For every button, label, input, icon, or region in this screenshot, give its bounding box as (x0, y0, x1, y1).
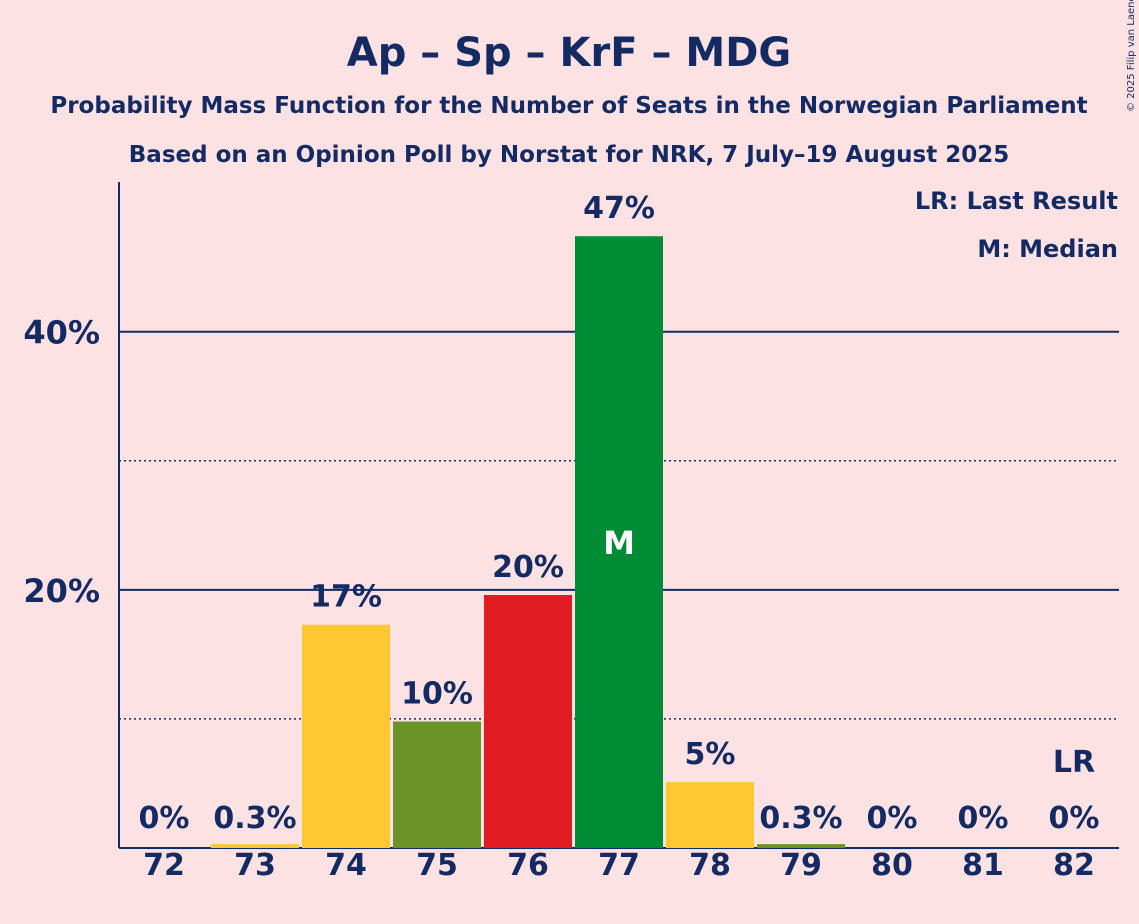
x-tick-label: 74 (325, 848, 367, 883)
x-tick-label: 79 (780, 848, 822, 883)
data-label: 0% (958, 801, 1009, 836)
bar (211, 844, 299, 848)
last-result-marker: LR (1053, 745, 1095, 780)
data-label: 0.3% (759, 801, 842, 836)
x-tick-label: 72 (143, 848, 185, 883)
data-label: 5% (685, 737, 736, 772)
data-label: 47% (583, 191, 655, 226)
bars (211, 236, 845, 849)
y-tick-label: 40% (23, 314, 100, 352)
chart-subtitle: Probability Mass Function for the Number… (50, 93, 1087, 119)
data-label: 20% (492, 550, 564, 585)
x-tick-label: 77 (598, 848, 640, 883)
data-label: 10% (401, 677, 473, 712)
x-tick-label: 80 (871, 848, 913, 883)
y-tick-label: 20% (23, 572, 100, 610)
x-tick-label: 82 (1053, 848, 1095, 883)
bar (302, 624, 390, 848)
x-tick-label: 76 (507, 848, 549, 883)
bar (484, 595, 572, 848)
bar (393, 721, 481, 848)
chart-source: Based on an Opinion Poll by Norstat for … (129, 142, 1009, 168)
bar (666, 782, 754, 848)
legend-median: M: Median (977, 235, 1118, 263)
x-tick-label: 73 (234, 848, 276, 883)
data-label: 0% (139, 801, 190, 836)
x-tick-label: 81 (962, 848, 1004, 883)
x-tick-label: 75 (416, 848, 458, 883)
bar (575, 236, 663, 849)
y-tick-labels: 20% 40% (23, 314, 100, 610)
data-label: 0% (1049, 801, 1100, 836)
x-tick-labels: 72 73 74 75 76 77 78 79 80 81 82 (143, 848, 1095, 883)
chart-title: Ap – Sp – KrF – MDG (347, 30, 791, 76)
data-label: 0.3% (213, 801, 296, 836)
data-label: 0% (867, 801, 918, 836)
legend-last-result: LR: Last Result (915, 187, 1118, 215)
bar (757, 844, 845, 848)
copyright-notice: © 2025 Filip van Laenen (1126, 0, 1137, 112)
data-label: 17% (310, 580, 382, 615)
data-labels: 0% 0.3% 17% 10% 20% 47% M 5% 0.3% 0% 0% 0% LR (139, 191, 1100, 836)
x-tick-label: 78 (689, 848, 731, 883)
median-marker: M (603, 524, 635, 562)
